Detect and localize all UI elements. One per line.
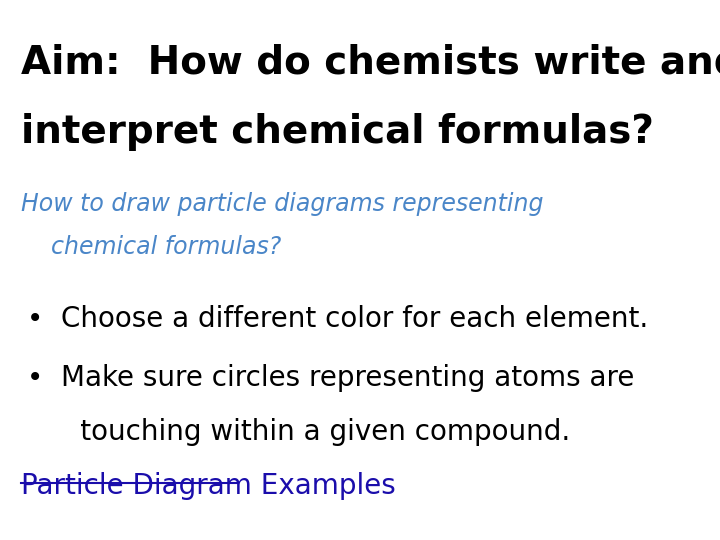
Text: How to draw particle diagrams representing: How to draw particle diagrams representi… bbox=[22, 192, 544, 215]
Text: chemical formulas?: chemical formulas? bbox=[22, 235, 282, 259]
Text: Aim:  How do chemists write and: Aim: How do chemists write and bbox=[22, 43, 720, 81]
Text: touching within a given compound.: touching within a given compound. bbox=[27, 418, 570, 447]
Text: Particle Diagram Examples: Particle Diagram Examples bbox=[22, 472, 396, 501]
Text: •  Choose a different color for each element.: • Choose a different color for each elem… bbox=[27, 305, 648, 333]
Text: •  Make sure circles representing atoms are: • Make sure circles representing atoms a… bbox=[27, 364, 634, 393]
Text: interpret chemical formulas?: interpret chemical formulas? bbox=[22, 113, 654, 151]
